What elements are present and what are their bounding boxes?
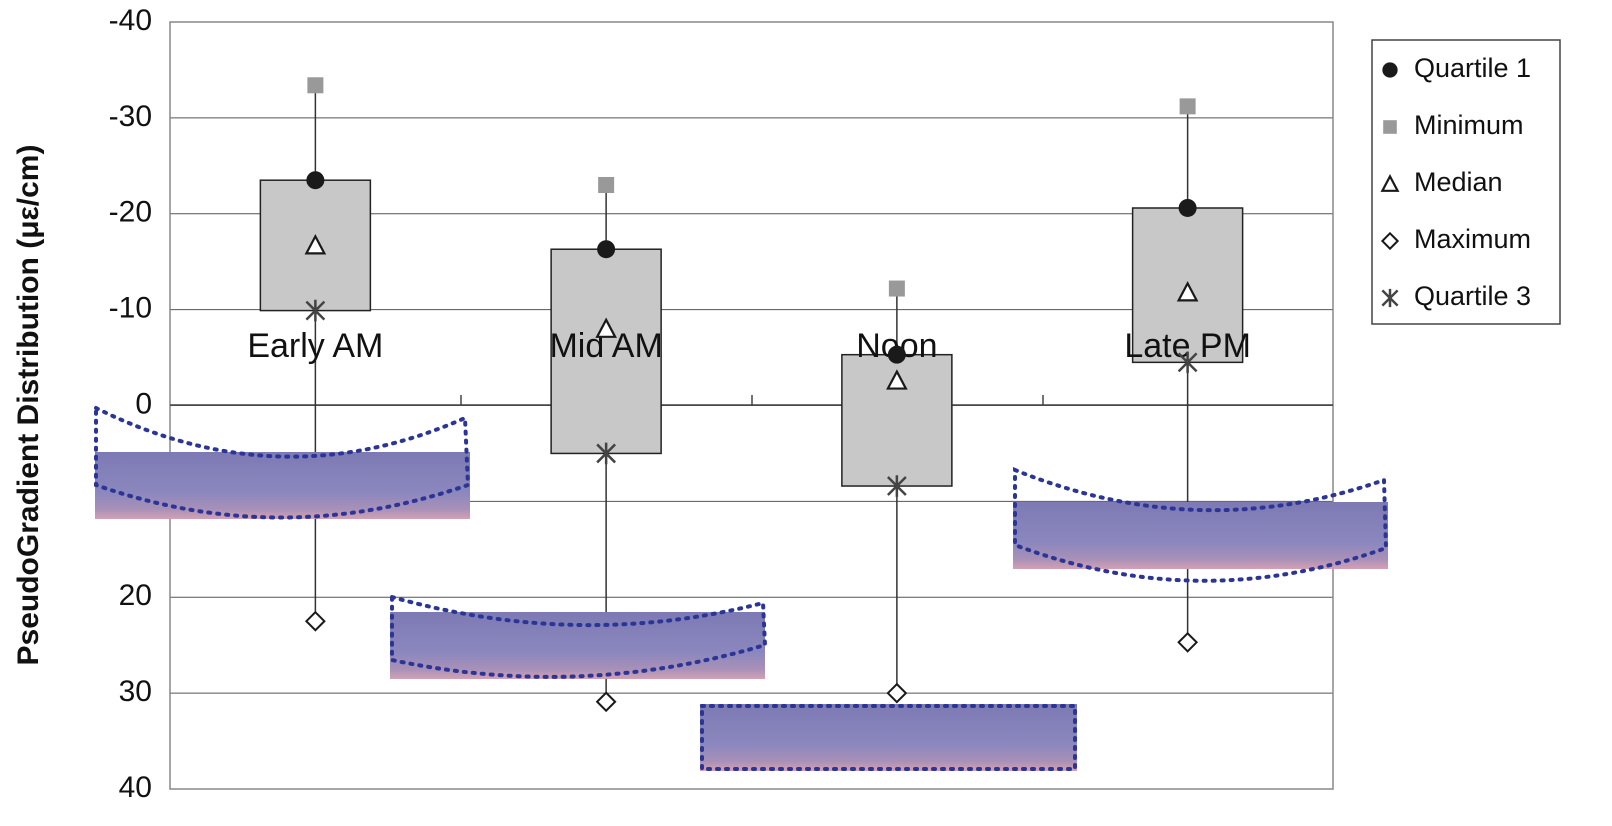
y-tick-label: 40: [119, 771, 152, 804]
y-tick-label: -40: [109, 4, 152, 37]
y-tick-label: 20: [119, 579, 152, 612]
legend-label: Minimum: [1414, 110, 1524, 140]
legend-label: Maximum: [1414, 224, 1531, 254]
grid: -40-30-20-10010203040: [109, 4, 1333, 804]
marker-square: [889, 281, 905, 297]
y-tick-label: 30: [119, 675, 152, 708]
marker-square: [1180, 98, 1196, 114]
legend-label: Quartile 1: [1414, 53, 1531, 83]
photo: [700, 704, 1077, 771]
marker-circle: [306, 171, 324, 189]
marker-diamond: [888, 684, 906, 702]
page: {"chart_data": {"type": "box", "y_label"…: [0, 0, 1612, 826]
category-label: Early AM: [247, 327, 383, 365]
y-tick-label: -30: [109, 100, 152, 133]
photo: [95, 452, 470, 519]
y-tick-label: 0: [135, 387, 152, 420]
marker-circle: [1382, 62, 1397, 77]
y-axis-label: PseudoGradient Distribution (με/cm): [12, 145, 45, 666]
marker-diamond: [597, 693, 615, 711]
legend-label: Quartile 3: [1414, 281, 1531, 311]
axis-ticks: [170, 395, 1333, 405]
legend-label: Median: [1414, 167, 1503, 197]
marker-diamond: [306, 612, 324, 630]
marker-square: [1383, 120, 1397, 134]
chart: -40-30-20-10010203040 Early AMMid AMNoon…: [0, 0, 1612, 826]
marker-square: [307, 77, 323, 93]
photos: [95, 408, 1388, 771]
y-tick-label: -10: [109, 292, 152, 325]
photo: [1013, 502, 1388, 569]
y-tick-label: -20: [109, 196, 152, 229]
marker-circle: [1179, 199, 1197, 217]
marker-square: [598, 177, 614, 193]
marker-circle: [888, 346, 906, 364]
marker-diamond: [1179, 633, 1197, 651]
marker-circle: [597, 240, 615, 258]
